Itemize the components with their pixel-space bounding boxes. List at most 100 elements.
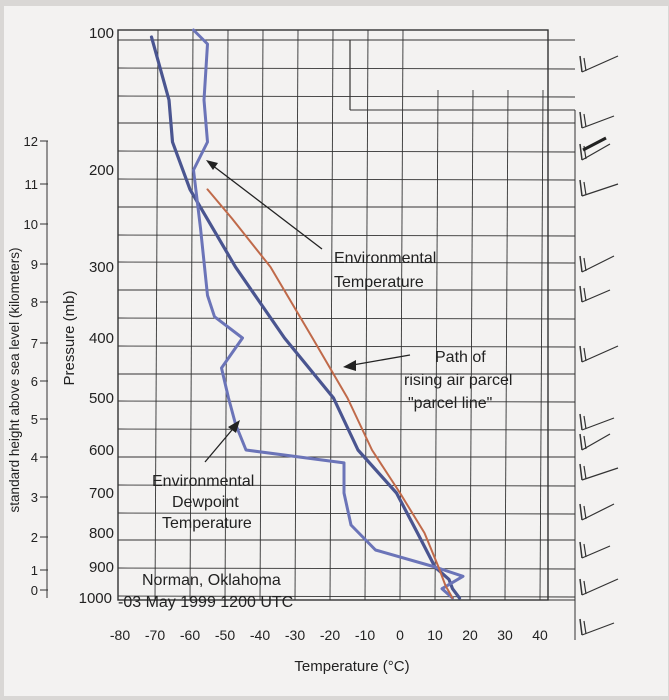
wind-barb-flag (583, 415, 587, 430)
pressure-tick-label: 300 (89, 259, 114, 276)
x-tick-label: -40 (250, 627, 270, 643)
isobar-line (117, 512, 576, 515)
env-temp-label-1: Environmental (334, 250, 436, 267)
x-tick-label: -30 (285, 627, 305, 643)
parcel-annotation: Path of rising air parcel "parcel line" (343, 349, 512, 412)
isobar-line (117, 234, 576, 237)
wind-barb-flag (583, 57, 587, 72)
height-tick-label: 4 (31, 450, 38, 465)
wind-barb-staff (581, 55, 619, 73)
height-tick-label: 0 (31, 583, 38, 598)
wind-barb-flag (583, 257, 587, 272)
dewpoint-annotation: Environmental Dewpoint Temperature (152, 420, 254, 532)
isotherm-line (539, 89, 544, 601)
height-axis-label: standard height above sea level (kilomet… (7, 248, 22, 513)
wind-barb-flag (583, 505, 587, 520)
paper (4, 6, 668, 696)
env-temp-label-2: Temperature (334, 274, 424, 291)
x-tick-label: -50 (215, 627, 235, 643)
isobar-line (117, 67, 576, 70)
wind-barb-staff (581, 467, 619, 481)
pressure-axis-label: Pressure (mb) (61, 290, 78, 385)
x-axis-label: Temperature (°C) (294, 658, 409, 675)
wind-barb-flag (583, 287, 587, 302)
height-tick-label: 10 (24, 217, 38, 232)
x-tick-label: -70 (145, 627, 165, 643)
wind-barb-staff (581, 503, 615, 521)
x-tick-label: -60 (180, 627, 200, 643)
wind-barb-staff (581, 433, 611, 451)
axis-ticks: -80 -70 -60 -50 -40 -30 -20 -10 0 10 20 30 401002003… (24, 25, 548, 643)
wind-barb-staff (581, 143, 611, 161)
isobar-line (117, 261, 576, 264)
wind-barb-flag (579, 285, 583, 303)
wind-barb-flag (583, 543, 587, 558)
wind-barb-flag (579, 255, 583, 273)
wind-barb-staff (581, 183, 619, 197)
x-tick-label: 20 (462, 627, 478, 643)
wind-barb-flag (579, 413, 583, 431)
wind-barb-flag (583, 435, 587, 450)
isotherm-line (434, 89, 439, 601)
wind-barb-staff (581, 417, 615, 431)
pressure-tick-label: 500 (89, 390, 114, 407)
wind-barb-staff (581, 115, 615, 129)
pressure-tick-label: 700 (89, 485, 114, 502)
wind-barb-flag (579, 55, 583, 73)
pressure-tick-label: 400 (89, 330, 114, 347)
pressure-tick-label: 800 (89, 525, 114, 542)
isobar-line (117, 317, 576, 320)
isobar-line (117, 484, 576, 487)
isobar-line (117, 95, 576, 98)
isobar-line (117, 150, 576, 153)
wind-barb-flag (579, 143, 583, 161)
wind-barb-flag (579, 111, 583, 129)
wind-barb-flag (583, 113, 587, 128)
wind-pennant (582, 136, 607, 152)
isotherm-line (259, 29, 264, 601)
isotherm-line (189, 29, 194, 601)
isobar-line (117, 595, 576, 598)
wind-barb-staff (581, 345, 619, 363)
series-layer (149, 28, 465, 600)
wind-barb-staff (581, 578, 619, 596)
env-temp-arrow (207, 161, 323, 250)
parcel-label-1: Path of (435, 349, 486, 366)
dew-label-2: Dewpoint (172, 494, 239, 511)
isotherm-line (504, 89, 509, 601)
wind-barb-staff (581, 255, 615, 273)
pressure-tick-label: 600 (89, 442, 114, 459)
isotherm-line (154, 29, 159, 601)
height-tick-label: 12 (24, 134, 38, 149)
x-tick-label: -10 (355, 627, 375, 643)
dew-label-1: Environmental (152, 473, 254, 490)
height-tick-label: 1 (31, 563, 38, 578)
wind-barb-flag (579, 433, 583, 451)
pressure-tick-label: 100 (89, 25, 114, 42)
wind-barb-flag (583, 465, 587, 480)
x-tick-label: 30 (497, 627, 513, 643)
isotherm-line (399, 29, 404, 601)
height-tick-label: 9 (31, 257, 38, 272)
station-caption: Norman, Oklahoma -03 May 1999 1200 UTC (118, 572, 293, 611)
wind-barb-flag (583, 347, 587, 362)
wind-barb-staff (581, 289, 611, 303)
dew-label-3: Temperature (162, 515, 252, 532)
isobar-line (117, 567, 576, 570)
isotherm-line (294, 29, 299, 601)
parcel-arrow (346, 354, 411, 367)
wind-barb-column (579, 55, 619, 636)
wind-barb-staff (581, 545, 611, 559)
env-temp-arrowhead (206, 160, 218, 170)
height-tick-label: 11 (25, 177, 39, 192)
wind-barb-flag (579, 503, 583, 521)
environmental-temperature-line (149, 35, 462, 600)
x-tick-label: -20 (320, 627, 340, 643)
height-tick-label: 6 (31, 374, 38, 389)
height-tick-label: 8 (31, 295, 38, 310)
height-tick-label: 5 (31, 412, 38, 427)
isobar-line (117, 400, 576, 403)
wind-barb-flag (579, 179, 583, 197)
x-tick-label: 10 (427, 627, 443, 643)
x-tick-label: 40 (532, 627, 548, 643)
